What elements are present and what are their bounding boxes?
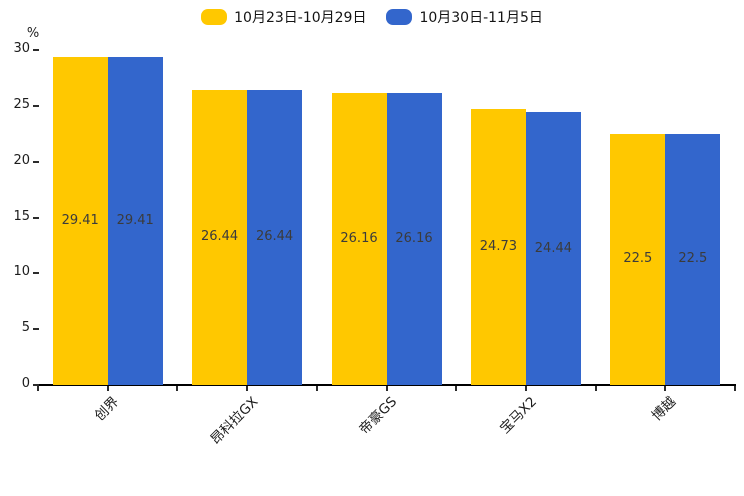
- y-axis-tick-label: 20: [13, 152, 30, 168]
- x-axis-tick-mark: [385, 386, 388, 391]
- legend-swatch-icon: [386, 9, 413, 25]
- bar-series2: [665, 133, 721, 385]
- bar-value-label: 22.5: [623, 251, 653, 267]
- bar-series1: [52, 56, 108, 385]
- x-axis-tick-mark: [176, 386, 179, 391]
- legend-label: 10月23日-10月29日: [234, 10, 367, 26]
- legend-item-series1: 10月23日-10月29日: [201, 7, 366, 27]
- bar-series2: [247, 89, 303, 385]
- bar-series2: [386, 92, 442, 385]
- x-axis-tick-mark: [734, 386, 736, 391]
- y-axis-unit-label: %: [26, 26, 40, 41]
- bar-series1: [331, 92, 387, 385]
- bar-value-label: 24.73: [479, 238, 517, 254]
- x-axis-tick-mark: [315, 386, 318, 391]
- y-axis-tick-label: 30: [13, 41, 30, 56]
- x-axis-tick-mark: [524, 386, 527, 391]
- bar-value-label: 29.41: [116, 212, 154, 228]
- bar-value-label: 22.5: [678, 251, 708, 267]
- y-axis-tick-mark: [33, 160, 39, 163]
- bar-series2: [525, 112, 581, 385]
- y-axis-tick-mark: [33, 384, 39, 386]
- bar-value-label: 26.44: [255, 229, 294, 245]
- y-axis-tick-mark: [33, 272, 39, 275]
- y-axis-tick-mark: [33, 104, 39, 107]
- legend-item-series2: 10月30日-11月5日: [386, 7, 543, 27]
- y-axis-tick-mark: [33, 216, 39, 219]
- y-axis-tick-label: 10: [13, 264, 30, 280]
- y-axis-tick-mark: [33, 49, 39, 51]
- x-category-label: 博越: [445, 391, 679, 424]
- x-axis-tick-mark: [455, 386, 458, 391]
- legend: 10月23日-10月29日 10月30日-11月5日: [0, 7, 744, 27]
- y-axis-tick-label: 25: [13, 96, 30, 112]
- x-axis-tick-mark: [37, 386, 39, 391]
- bar-series2: [107, 56, 163, 385]
- bar-value-label: 29.41: [61, 212, 99, 228]
- y-axis-tick-label: 5: [21, 320, 30, 336]
- bar-series1: [610, 133, 666, 385]
- x-axis-line: [37, 384, 736, 386]
- bar-value-label: 26.16: [395, 230, 433, 246]
- y-axis-tick-label: 0: [21, 376, 30, 391]
- x-axis-tick-mark: [664, 386, 667, 391]
- x-category-label-text: 博越: [649, 393, 680, 425]
- bar-value-label: 24.44: [534, 240, 572, 256]
- legend-label: 10月30日-11月5日: [419, 10, 543, 26]
- x-axis-tick-mark: [106, 386, 109, 391]
- y-axis-tick-mark: [33, 328, 39, 331]
- bar-value-label: 26.44: [200, 229, 239, 245]
- bar-series1: [192, 89, 248, 385]
- y-axis-tick-label: 15: [13, 208, 30, 224]
- x-axis-tick-mark: [246, 386, 249, 391]
- bar-value-label: 26.16: [340, 230, 378, 246]
- x-axis-tick-mark: [594, 386, 597, 391]
- bar-series1: [470, 108, 526, 385]
- legend-swatch-icon: [201, 9, 228, 25]
